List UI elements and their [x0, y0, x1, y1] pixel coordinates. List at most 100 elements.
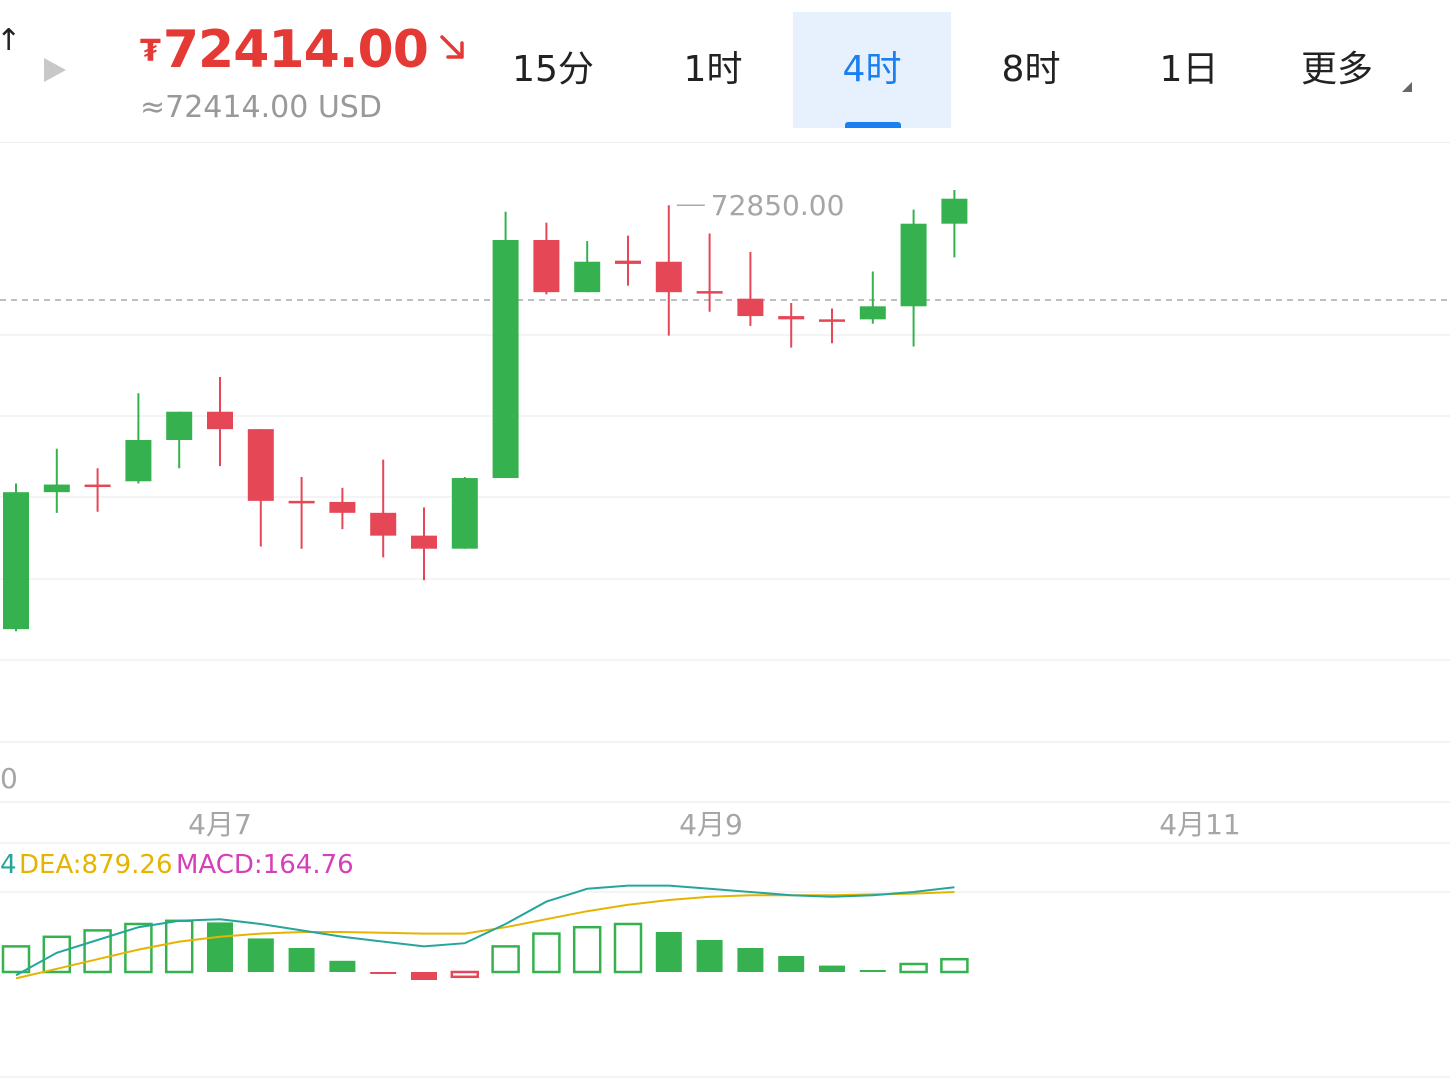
- macd-bar: [655, 932, 682, 972]
- tab-4h[interactable]: 4时: [793, 12, 951, 128]
- dif-line: [15, 884, 955, 977]
- macd-bar: [572, 925, 602, 974]
- tab-1d[interactable]: 1日: [1110, 12, 1268, 128]
- candle: [288, 476, 315, 549]
- candle: [207, 376, 233, 467]
- dea-label: DEA:879.26: [19, 850, 173, 880]
- tab-more[interactable]: 更多: [1270, 12, 1420, 128]
- candle: [247, 429, 274, 547]
- macd-bar: [778, 956, 805, 972]
- macd-bar: [329, 960, 356, 972]
- dropdown-corner-icon: [1402, 82, 1412, 92]
- candle-body: [819, 319, 845, 322]
- chart-header: ↑ ₮72414.00 ≈72414.00 USD 15分 1时 4时 8时 1…: [0, 0, 1450, 143]
- candle: [84, 468, 111, 512]
- candle-body: [329, 501, 356, 513]
- candle-body: [247, 429, 274, 501]
- candle-body: [574, 261, 601, 293]
- macd-bar: [42, 935, 72, 974]
- macd-bar: [819, 965, 845, 972]
- candle: [533, 222, 560, 295]
- candle: [615, 235, 641, 286]
- tab-15m[interactable]: 15分: [474, 12, 632, 128]
- candle: [370, 459, 397, 558]
- candle-body: [778, 316, 805, 320]
- candle-body: [941, 198, 968, 224]
- macd-bar: [899, 962, 928, 974]
- candle-body: [696, 291, 723, 294]
- candle: [900, 209, 927, 347]
- tab-label: 1日: [1159, 49, 1219, 90]
- macd-bar: [164, 919, 194, 974]
- usd-equivalent: ≈72414.00 USD: [140, 90, 382, 125]
- candle-body: [900, 223, 927, 307]
- dif-label: 4: [0, 850, 17, 880]
- high-annotation: 72850.00: [676, 189, 845, 222]
- candle-body: [166, 411, 193, 440]
- current-price: 72414.00: [162, 20, 429, 80]
- play-icon[interactable]: [44, 58, 66, 82]
- macd-bar: [737, 948, 764, 972]
- tab-8h[interactable]: 8时: [952, 12, 1110, 128]
- macd-bar: [1, 945, 31, 974]
- candle: [819, 308, 845, 344]
- x-axis-label: 4月7: [188, 808, 252, 841]
- candle: [655, 205, 682, 336]
- candle-body: [859, 306, 886, 320]
- candle-body: [655, 261, 682, 293]
- candle-body: [737, 298, 764, 317]
- macd-bar: [940, 957, 969, 974]
- tab-indicator: [845, 122, 901, 128]
- candle: [574, 241, 601, 293]
- candle-body: [615, 260, 641, 264]
- candle: [166, 411, 193, 469]
- candle: [125, 393, 152, 484]
- candle: [941, 190, 968, 258]
- candle-body: [370, 512, 397, 536]
- tab-label: 4时: [842, 49, 902, 90]
- macd-bar: [288, 948, 315, 972]
- x-axis-label: 4月11: [1159, 808, 1240, 841]
- macd-bar: [613, 922, 643, 974]
- candle: [737, 251, 764, 326]
- tab-label: 15分: [512, 49, 594, 90]
- candle-body: [451, 478, 478, 549]
- price-row: ₮72414.00: [140, 20, 468, 80]
- chart-grid: [0, 334, 1450, 1078]
- candle-body: [84, 484, 111, 488]
- candle-body: [288, 500, 315, 504]
- tab-1h[interactable]: 1时: [634, 12, 792, 128]
- macd-bar: [370, 972, 397, 974]
- candle: [411, 507, 437, 581]
- candle: [696, 233, 723, 312]
- dea-line: [15, 891, 955, 980]
- high-price-label: 72850.00: [711, 189, 845, 222]
- candle: [778, 303, 805, 348]
- candle-body: [207, 411, 233, 430]
- macd-bar: [247, 938, 274, 972]
- macd-label: MACD:164.76: [176, 850, 354, 880]
- macd-bar: [696, 940, 723, 972]
- candle-body: [125, 440, 152, 482]
- candle: [451, 476, 478, 549]
- back-arrow-icon[interactable]: ↑: [0, 23, 22, 58]
- candle: [492, 211, 519, 479]
- candle: [43, 448, 70, 513]
- candle: [329, 487, 356, 530]
- macd-bar: [450, 970, 480, 979]
- macd-bar: [859, 970, 886, 972]
- candle-body: [533, 240, 560, 293]
- x-axis-label: 4月9: [679, 808, 743, 841]
- candle: [859, 271, 886, 324]
- macd-bar: [207, 922, 233, 972]
- macd-histogram: [1, 919, 969, 980]
- candle-body: [411, 535, 437, 549]
- tab-label: 8时: [1001, 49, 1061, 90]
- candle: [3, 483, 29, 632]
- currency-symbol: ₮: [140, 34, 161, 69]
- y-axis-label: 0: [0, 762, 18, 795]
- candle-body: [3, 492, 29, 630]
- candle-body: [43, 484, 70, 493]
- macd-bar: [532, 932, 561, 974]
